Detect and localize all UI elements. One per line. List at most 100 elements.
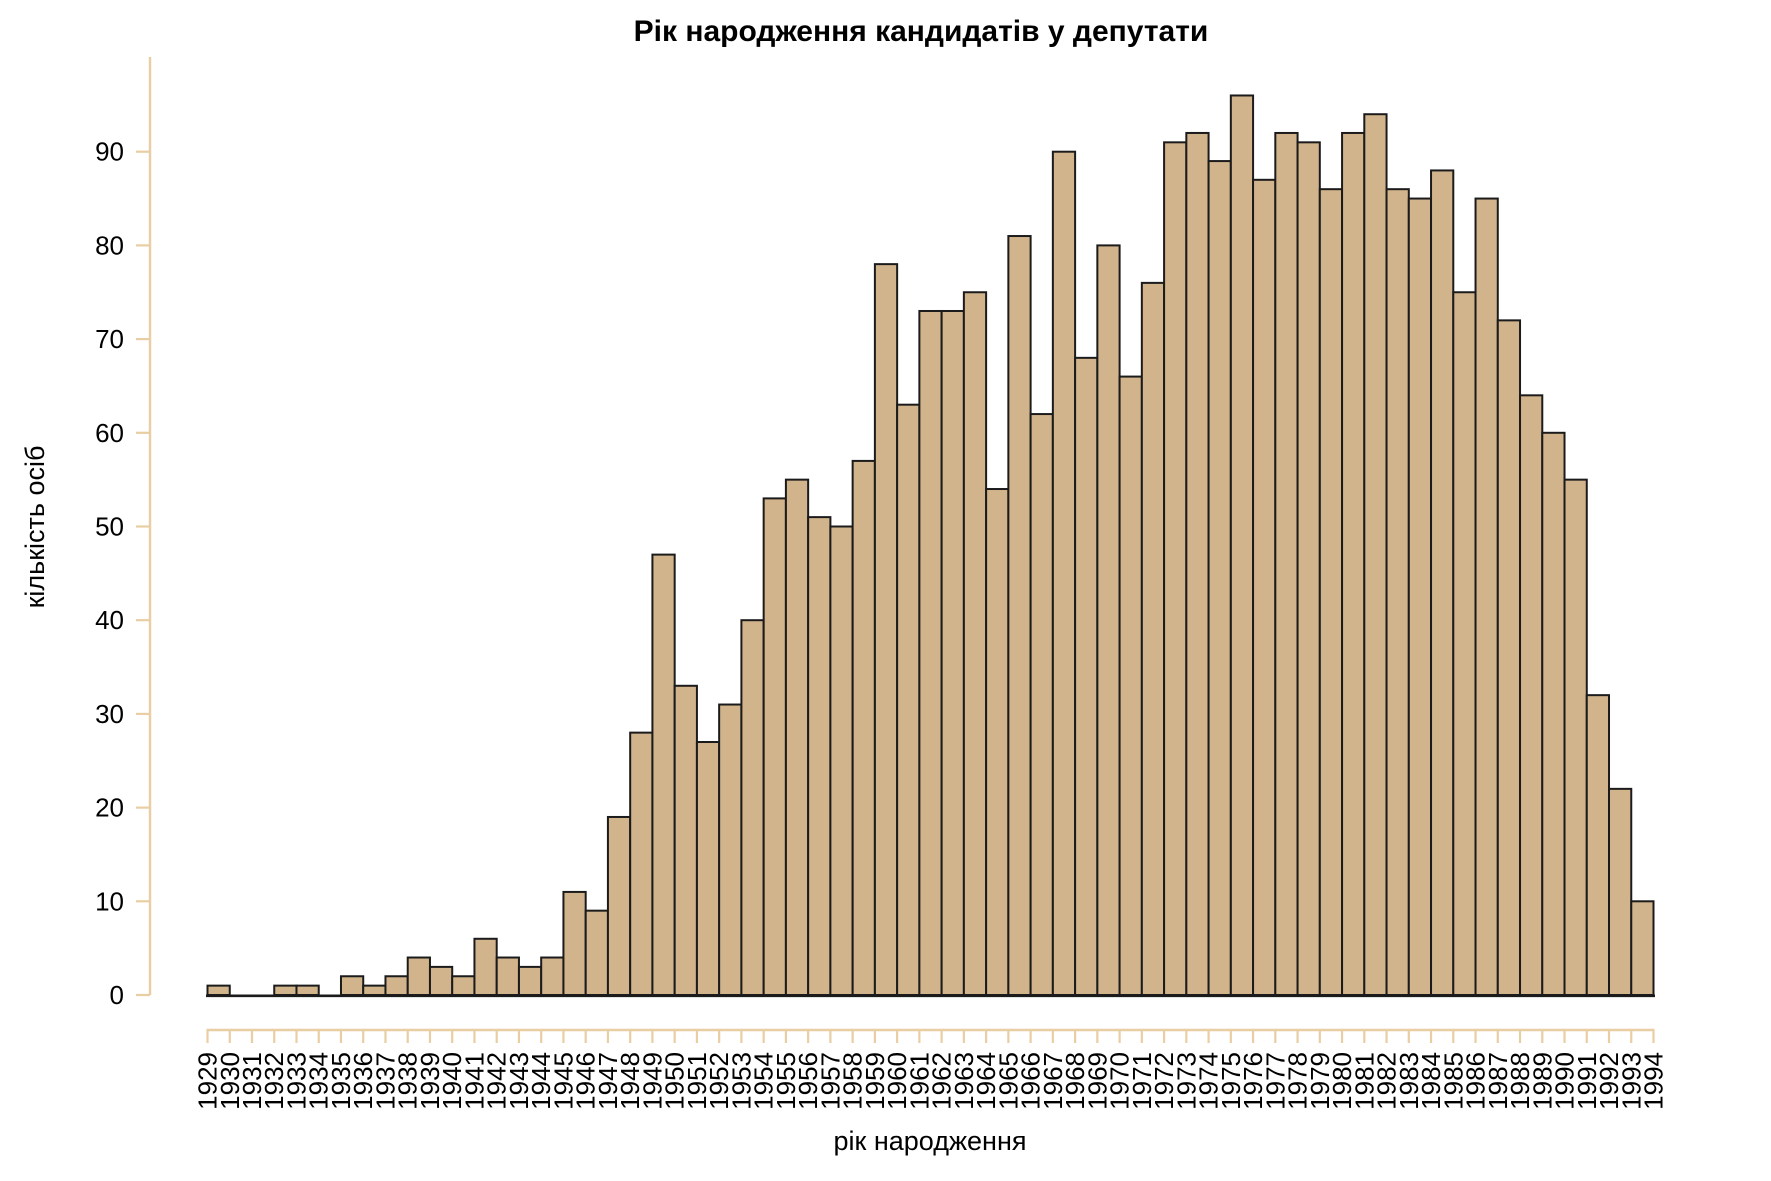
x-tick-label-1932: 1932 [259, 1052, 289, 1110]
bar-1972 [1163, 141, 1188, 996]
bar-1970 [1118, 375, 1143, 996]
bar-1936 [362, 984, 387, 997]
x-tick-label-1957: 1957 [815, 1052, 845, 1110]
bar-1945 [562, 890, 587, 996]
bar-1971 [1140, 281, 1166, 996]
x-tick-label-1955: 1955 [771, 1052, 801, 1110]
y-tick-label-90: 90 [95, 137, 124, 167]
x-tick-label-1942: 1942 [482, 1052, 512, 1110]
x-tick-label-1973: 1973 [1171, 1052, 1201, 1110]
x-tick-label-1941: 1941 [459, 1052, 489, 1110]
x-tick-label-1940: 1940 [437, 1052, 467, 1110]
bar-1977 [1274, 131, 1299, 996]
x-tick-label-1991: 1991 [1572, 1052, 1602, 1110]
x-tick-label-1961: 1961 [904, 1052, 934, 1110]
x-tick-label-1993: 1993 [1616, 1052, 1646, 1110]
bar-1949 [651, 553, 676, 996]
x-tick-label-1985: 1985 [1438, 1052, 1468, 1110]
x-tick-label-1937: 1937 [370, 1052, 400, 1110]
x-tick-label-1971: 1971 [1127, 1052, 1157, 1110]
bar-1943 [517, 965, 543, 997]
bar-1980 [1341, 131, 1366, 996]
x-tick-label-1978: 1978 [1283, 1052, 1313, 1110]
bar-1946 [584, 909, 609, 996]
x-tick-label-1992: 1992 [1594, 1052, 1624, 1110]
bar-1974 [1207, 160, 1232, 996]
x-tick-label-1963: 1963 [949, 1052, 979, 1110]
x-tick-label-1981: 1981 [1349, 1052, 1379, 1110]
y-tick-label-20: 20 [95, 793, 124, 823]
x-tick-label-1989: 1989 [1527, 1052, 1557, 1110]
x-tick-label-1949: 1949 [637, 1052, 667, 1110]
y-tick-label-70: 70 [95, 324, 124, 354]
x-tick-label-1977: 1977 [1260, 1052, 1290, 1110]
x-tick-label-1929: 1929 [193, 1052, 223, 1110]
x-tick-label-1988: 1988 [1505, 1052, 1535, 1110]
x-tick-label-1936: 1936 [348, 1052, 378, 1110]
bar-1979 [1318, 188, 1344, 996]
bar-1961 [918, 309, 943, 996]
x-tick-label-1939: 1939 [415, 1052, 445, 1110]
bar-1965 [1007, 235, 1032, 996]
bar-1939 [428, 965, 454, 997]
bar-1992 [1608, 787, 1633, 996]
bar-1987 [1496, 319, 1522, 996]
bar-1989 [1541, 431, 1566, 996]
bar-1944 [540, 956, 565, 997]
bar-1954 [762, 497, 787, 996]
x-tick-label-1934: 1934 [304, 1052, 334, 1110]
x-tick-label-1930: 1930 [215, 1052, 245, 1110]
x-tick-label-1951: 1951 [682, 1052, 712, 1110]
x-tick-label-1976: 1976 [1238, 1052, 1268, 1110]
x-tick-label-1952: 1952 [704, 1052, 734, 1110]
bar-1981 [1363, 113, 1388, 997]
y-tick-label-60: 60 [95, 418, 124, 448]
bar-1956 [807, 516, 832, 996]
x-tick-label-1954: 1954 [749, 1052, 779, 1110]
x-tick-label-1935: 1935 [326, 1052, 356, 1110]
x-axis-group: 1929193019311932193319341935193619371938… [193, 1028, 1669, 1110]
x-tick-label-1943: 1943 [504, 1052, 534, 1110]
x-axis-title: рік народження [834, 1126, 1027, 1156]
bar-1938 [406, 956, 431, 997]
x-tick-label-1982: 1982 [1372, 1052, 1402, 1110]
bar-1967 [1051, 150, 1077, 996]
bar-1937 [384, 975, 409, 997]
x-tick-label-1950: 1950 [660, 1052, 690, 1110]
x-tick-label-1990: 1990 [1550, 1052, 1580, 1110]
x-tick-label-1964: 1964 [971, 1052, 1001, 1110]
x-tick-label-1970: 1970 [1105, 1052, 1135, 1110]
x-tick-label-1983: 1983 [1394, 1052, 1424, 1110]
bar-1932 [273, 984, 298, 997]
bar-1982 [1385, 188, 1410, 996]
x-tick-label-1994: 1994 [1639, 1052, 1669, 1110]
x-tick-label-1946: 1946 [571, 1052, 601, 1110]
y-axis-group: 0 10 20 30 40 50 60 70 80 90 [95, 57, 152, 1010]
x-tick-label-1948: 1948 [615, 1052, 645, 1110]
x-tick-label-1967: 1967 [1038, 1052, 1068, 1110]
x-tick-label-1959: 1959 [860, 1052, 890, 1110]
x-tick-label-1965: 1965 [993, 1052, 1023, 1110]
x-tick-label-1956: 1956 [793, 1052, 823, 1110]
y-tick-label-50: 50 [95, 512, 124, 542]
x-tick-label-1972: 1972 [1149, 1052, 1179, 1110]
bar-1986 [1474, 197, 1499, 997]
chart-title: Рік народження кандидатів у депутати [634, 15, 1209, 48]
bar-1941 [473, 937, 498, 997]
x-tick-label-1975: 1975 [1216, 1052, 1246, 1110]
x-tick-label-1947: 1947 [593, 1052, 623, 1110]
bar-1985 [1452, 291, 1477, 996]
x-tick-label-1962: 1962 [927, 1052, 957, 1110]
bar-1963 [962, 291, 988, 996]
y-tick-label-10: 10 [95, 886, 124, 916]
bar-1990 [1563, 478, 1588, 996]
bar-1942 [495, 956, 520, 997]
bar-1955 [784, 478, 810, 996]
y-tick-label-40: 40 [95, 605, 124, 635]
x-tick-label-1933: 1933 [281, 1052, 311, 1110]
bar-1968 [1074, 356, 1099, 996]
bar-1951 [695, 741, 721, 997]
y-tick-label-80: 80 [95, 230, 124, 260]
